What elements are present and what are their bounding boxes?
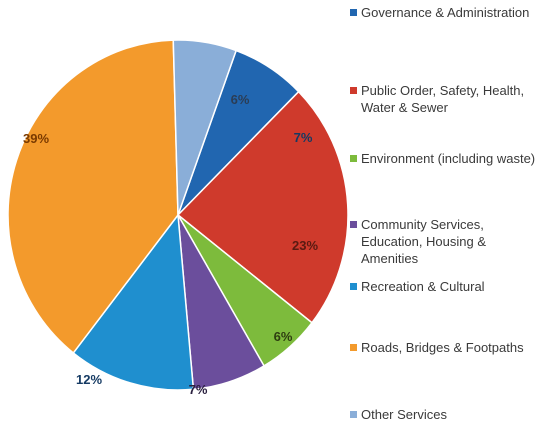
slice-label-7: 6% (231, 92, 250, 107)
legend-label: Other Services (361, 407, 447, 422)
legend-label: Roads, Bridges & Footpaths (361, 340, 524, 355)
slice-label-2: 23% (292, 238, 318, 253)
legend-swatch (350, 283, 357, 290)
slice-label-3: 6% (274, 329, 293, 344)
slice-label-1: 7% (294, 130, 313, 145)
legend-swatch (350, 155, 357, 162)
legend-label: Recreation & Cultural (361, 279, 485, 294)
pie-slice-2 (176, 90, 349, 324)
legend-swatch (350, 87, 357, 94)
legend-swatch (350, 9, 357, 16)
legend-swatch (350, 221, 357, 228)
slice-label-5: 12% (76, 372, 102, 387)
slice-label-4: 7% (189, 382, 208, 397)
legend-label: Environment (including waste) (361, 151, 536, 166)
legend-label: Community Services, Education, Housing &… (361, 217, 487, 266)
legend-label: Public Order, Safety, Health, Water & Se… (361, 83, 525, 115)
pie-slice-7 (172, 39, 238, 216)
legend-label: Governance & Administration (361, 5, 530, 20)
pie-slice-5 (72, 213, 195, 391)
pie-slice-6 (7, 39, 179, 354)
legend-swatch (350, 344, 357, 351)
legend-swatch (350, 411, 357, 418)
slice-label-6: 39% (23, 131, 49, 146)
